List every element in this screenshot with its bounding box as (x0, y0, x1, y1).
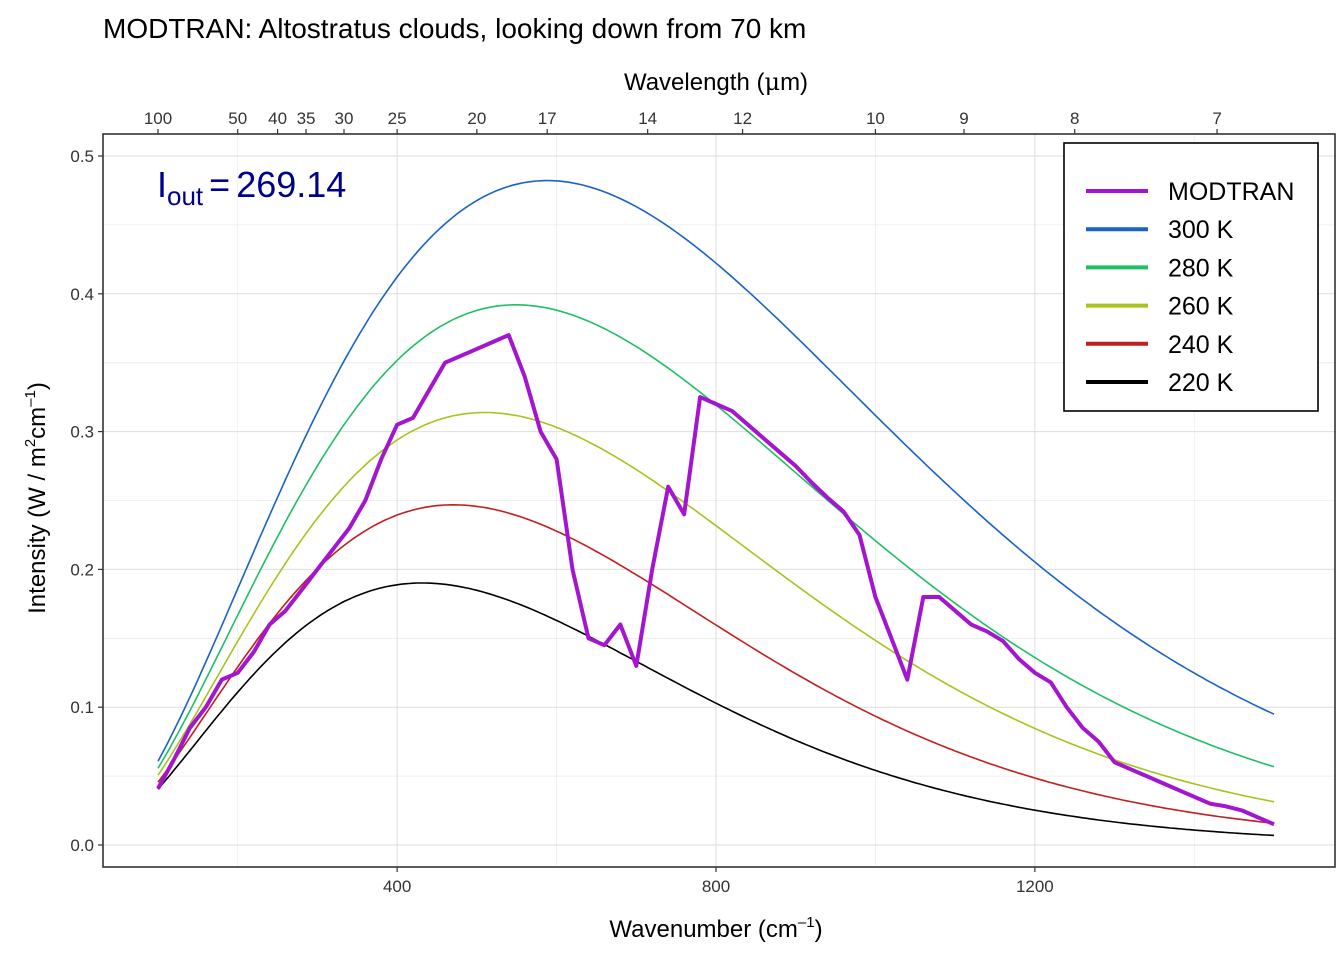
top-tick-label: 9 (959, 109, 968, 128)
y-tick-label: 0.2 (70, 560, 94, 579)
grid-major (103, 134, 1335, 867)
x-axis-ticks: 400 800 1200 (383, 867, 1054, 896)
legend-label: 240 K (1168, 331, 1234, 359)
top-tick-label: 7 (1212, 109, 1221, 128)
x-axis-label: Wavenumber (cm–1) (609, 914, 822, 943)
plot-panel-border (102, 133, 1336, 868)
x-tick-label: 800 (702, 877, 730, 896)
series-line-modtran (156, 333, 1275, 827)
series-line-240-k (157, 504, 1275, 825)
top-tick-label: 100 (144, 109, 172, 128)
y-tick-label: 0.0 (70, 836, 94, 855)
series-line-260-k (157, 411, 1275, 803)
top-tick-label: 10 (866, 109, 885, 128)
top-tick-label: 50 (228, 109, 247, 128)
legend-box (1063, 142, 1319, 412)
top-tick-label: 17 (538, 109, 557, 128)
legend-label: 260 K (1168, 293, 1234, 321)
legend-label: MODTRAN (1168, 178, 1294, 206)
chart-title: MODTRAN: Altostratus clouds, looking dow… (103, 13, 806, 44)
x-tick-label: 400 (383, 877, 411, 896)
top-tick-label: 12 (733, 109, 752, 128)
x-tick-label: 1200 (1016, 877, 1054, 896)
y-axis-label: Intensity (W / m2cm–1) (22, 382, 51, 614)
top-tick-label: 30 (335, 109, 354, 128)
series-line-220-k (157, 582, 1275, 837)
top-tick-label: 8 (1070, 109, 1079, 128)
series-line-300-k (157, 179, 1275, 762)
legend: MODTRAN 300 K 280 K 260 K 240 K 220 K (1063, 142, 1319, 412)
outgoing-intensity-annotation: Iout = 269.14 (157, 164, 346, 211)
top-axis-ticks: 100 50 40 35 30 25 20 17 14 12 10 9 8 7 (144, 109, 1222, 134)
top-tick-label: 20 (467, 109, 486, 128)
legend-label: 280 K (1168, 254, 1234, 282)
top-tick-label: 35 (297, 109, 316, 128)
top-tick-label: 40 (268, 109, 287, 128)
y-tick-label: 0.1 (70, 698, 94, 717)
y-tick-label: 0.3 (70, 423, 94, 442)
top-tick-label: 25 (388, 109, 407, 128)
y-tick-label: 0.5 (70, 147, 94, 166)
legend-label: 220 K (1168, 369, 1234, 397)
top-tick-label: 14 (638, 109, 657, 128)
legend-label: 300 K (1168, 216, 1234, 244)
y-axis-ticks: 0.0 0.1 0.2 0.3 0.4 0.5 (70, 147, 103, 855)
top-axis-label: Wavelength (μm) (624, 68, 808, 96)
y-tick-label: 0.4 (70, 285, 94, 304)
series-layer (156, 179, 1275, 837)
